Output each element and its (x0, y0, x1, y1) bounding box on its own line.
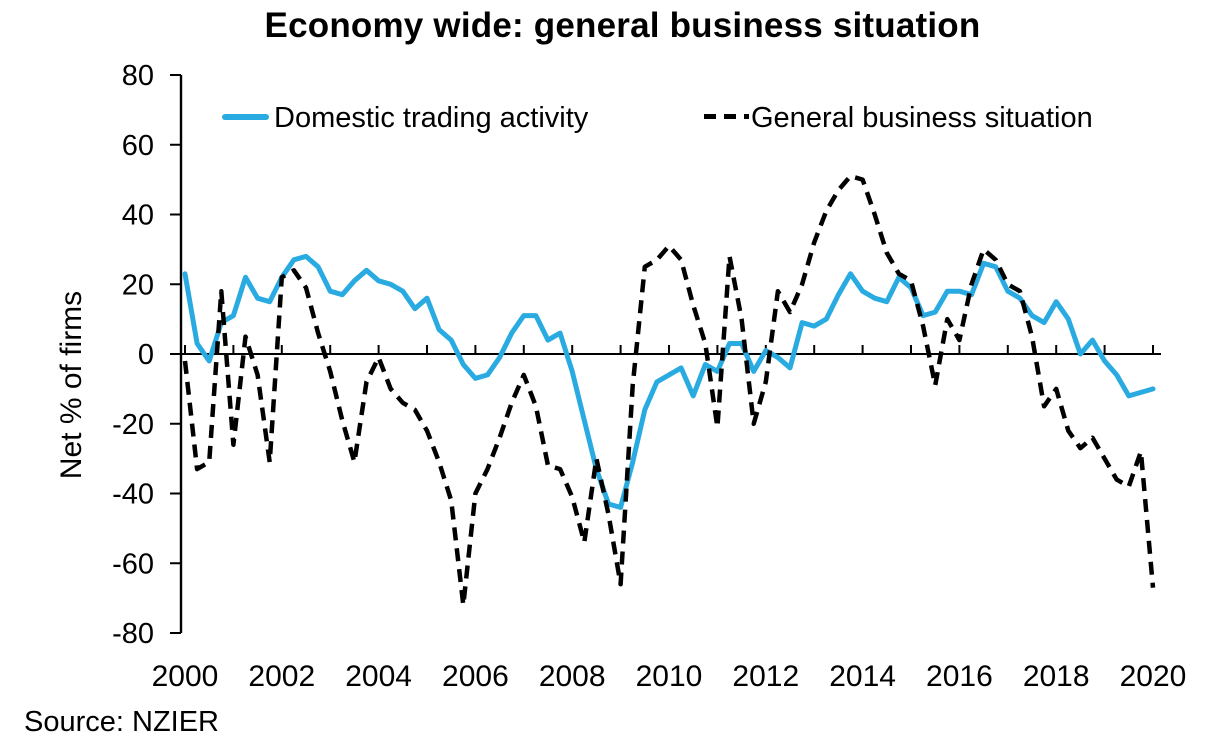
y-tick-label: -40 (112, 479, 154, 511)
x-tick-label: 2010 (636, 660, 703, 693)
x-tick-label: 2016 (926, 660, 993, 693)
legend-swatch-domestic-line (222, 114, 269, 120)
y-tick-label: 80 (122, 60, 154, 92)
x-tick-label: 2008 (539, 660, 606, 693)
x-tick-label: 2014 (829, 660, 896, 693)
y-tick-label: 0 (138, 339, 154, 371)
source-note: Source: NZIER (24, 706, 219, 738)
y-tick-label: -20 (112, 409, 154, 441)
legend-label-general: General business situation (751, 102, 1093, 134)
x-tick-label: 2020 (1120, 660, 1187, 693)
y-tick-label: -60 (112, 548, 154, 580)
legend-swatch-general-line (704, 114, 749, 119)
legend-label-domestic: Domestic trading activity (274, 102, 589, 134)
x-tick-label: 2004 (345, 660, 412, 693)
y-tick-label: 40 (122, 200, 154, 232)
chart-title: Economy wide: general business situation (264, 6, 981, 45)
x-tick-label: 2006 (442, 660, 509, 693)
x-tick-label: 2012 (732, 660, 799, 693)
x-tick-label: 2000 (152, 660, 219, 693)
y-tick-label: -80 (112, 618, 154, 650)
y-tick-label: 20 (122, 269, 154, 301)
line-domestic-trading-activity (182, 253, 1156, 510)
y-tick-label: 60 (122, 130, 154, 162)
x-tick-label: 2002 (248, 660, 315, 693)
x-tick-label: 2018 (1023, 660, 1090, 693)
line-general-business-situation (182, 173, 1156, 608)
